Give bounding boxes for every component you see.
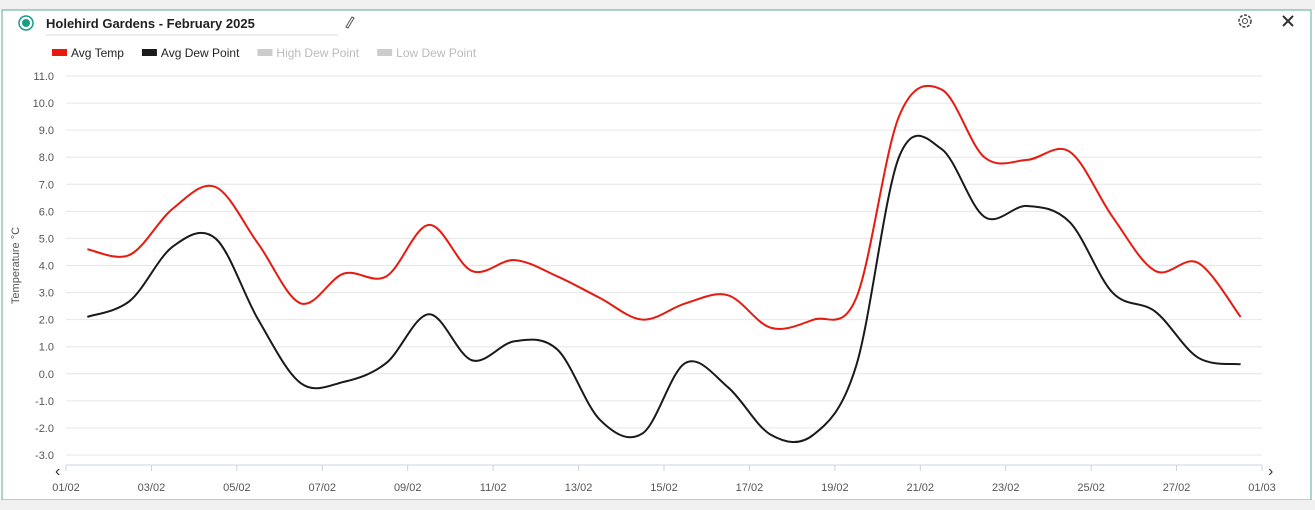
legend-label: Low Dew Point	[396, 46, 477, 60]
x-tick-label: 21/02	[907, 482, 935, 494]
x-tick-label: 03/02	[138, 482, 166, 494]
status-dot	[22, 19, 30, 27]
y-tick-label: 4.0	[39, 261, 54, 273]
y-tick-label: 11.0	[33, 71, 54, 83]
y-tick-label: 9.0	[39, 125, 54, 137]
legend-swatch	[257, 49, 273, 56]
x-tick-label: 27/02	[1163, 482, 1191, 494]
close-icon[interactable]	[1282, 15, 1294, 27]
series-line	[87, 84, 1242, 330]
x-tick-label: 01/03	[1248, 482, 1276, 494]
y-tick-label: 5.0	[39, 233, 54, 245]
legend-swatch	[141, 49, 157, 56]
y-tick-label: 8.0	[39, 152, 54, 164]
series-line	[87, 134, 1241, 443]
legend-swatch	[52, 49, 67, 56]
settings-icon[interactable]	[1238, 14, 1252, 28]
legend-swatch	[377, 49, 393, 56]
x-tick-label: 13/02	[565, 482, 593, 494]
x-tick-label: 05/02	[223, 482, 251, 494]
y-tick-label: 10.0	[33, 98, 54, 110]
x-tick-label: 19/02	[821, 482, 849, 494]
y-tick-label: -1.0	[35, 396, 54, 408]
x-tick-label: 25/02	[1077, 482, 1105, 494]
legend-label: High Dew Point	[276, 46, 359, 60]
legend-label: Avg Temp	[71, 46, 124, 60]
y-tick-label: 6.0	[39, 206, 54, 218]
x-tick-label: 15/02	[650, 482, 678, 494]
scroll-left[interactable]: ‹	[55, 463, 60, 480]
x-tick-label: 23/02	[992, 482, 1020, 494]
y-tick-label: -3.0	[35, 450, 54, 462]
edit-icon[interactable]	[345, 16, 355, 29]
top-bar	[0, 0, 1315, 10]
chart-title: Holehird Gardens - February 2025	[46, 16, 255, 31]
y-tick-label: 3.0	[39, 288, 54, 300]
x-tick-label: 17/02	[736, 482, 764, 494]
x-tick-label: 07/02	[309, 482, 337, 494]
y-axis-title: Temperature °C	[10, 227, 22, 304]
bottom-bar	[0, 500, 1315, 510]
y-tick-label: 1.0	[39, 342, 54, 354]
x-tick-label: 01/02	[52, 482, 80, 494]
y-tick-label: 2.0	[39, 315, 54, 327]
y-tick-label: 7.0	[39, 179, 54, 191]
scroll-right[interactable]: ›	[1268, 463, 1273, 480]
y-tick-label: -2.0	[35, 423, 54, 435]
panel	[1, 9, 1312, 501]
legend-label: Avg Dew Point	[161, 46, 240, 60]
plot: -3.0 -2.0 -1.0 0.0 1.0 2.0 3.0 4.0 5.0 6.0 7.0 8.0 9…	[10, 71, 1276, 494]
x-tick-label: 09/02	[394, 482, 422, 494]
y-tick-label: 0.0	[39, 369, 54, 381]
x-tick-label: 11/02	[480, 482, 507, 494]
